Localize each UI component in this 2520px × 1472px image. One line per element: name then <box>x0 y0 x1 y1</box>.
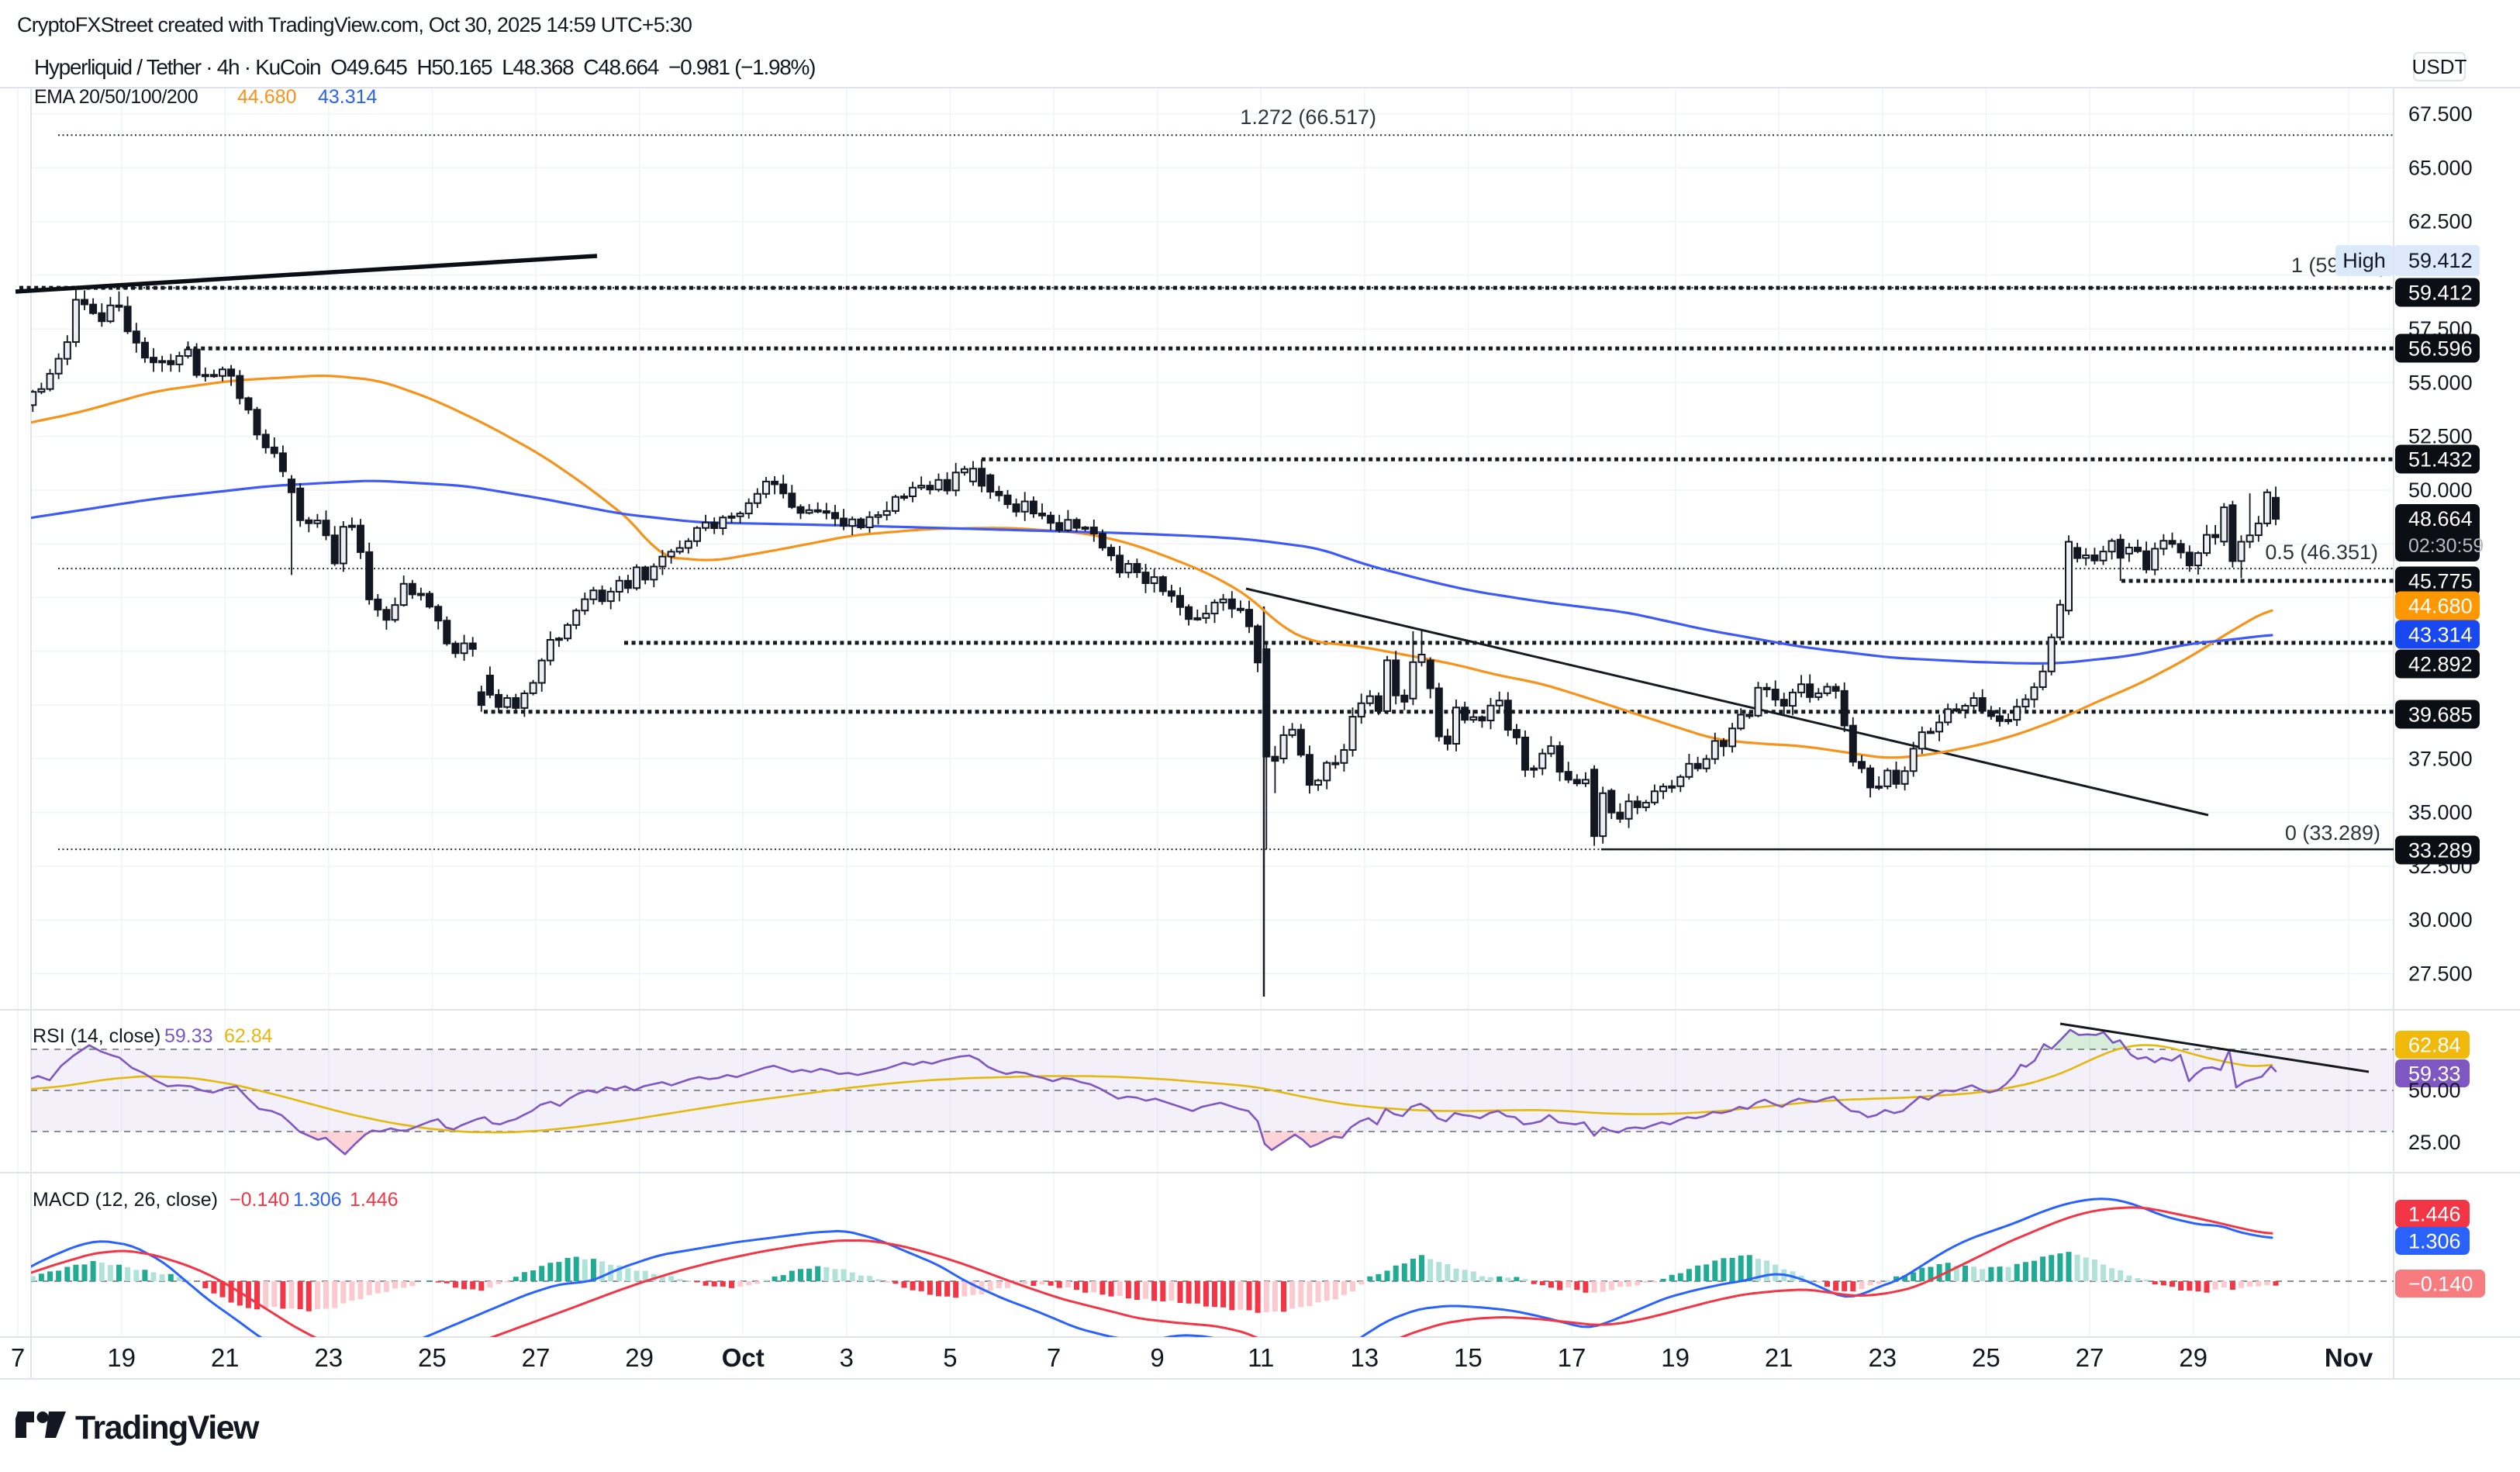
svg-text:29: 29 <box>625 1343 654 1372</box>
svg-text:Hyperliquid / Tether · 4h · Ku: Hyperliquid / Tether · 4h · KuCoin O49.6… <box>34 55 815 79</box>
svg-text:−0.140: −0.140 <box>230 1189 289 1211</box>
svg-text:1.446: 1.446 <box>350 1189 399 1211</box>
svg-text:45.775: 45.775 <box>2408 570 2473 593</box>
svg-text:44.680: 44.680 <box>237 86 296 108</box>
svg-text:35.000: 35.000 <box>2408 801 2473 824</box>
svg-text:CryptoFXStreet created with Tr: CryptoFXStreet created with TradingView.… <box>17 13 692 36</box>
svg-text:21: 21 <box>211 1343 240 1372</box>
svg-text:59.412: 59.412 <box>2408 249 2473 272</box>
svg-text:59.412: 59.412 <box>2408 282 2473 305</box>
svg-text:65.000: 65.000 <box>2408 156 2473 179</box>
svg-text:21: 21 <box>1765 1343 1793 1372</box>
svg-text:Oct: Oct <box>722 1343 765 1372</box>
svg-text:42.892: 42.892 <box>2408 653 2473 676</box>
svg-text:7: 7 <box>11 1343 25 1372</box>
svg-text:1.306: 1.306 <box>2408 1230 2461 1253</box>
svg-text:0 (33.289): 0 (33.289) <box>2285 821 2380 845</box>
svg-text:52.500: 52.500 <box>2408 425 2473 448</box>
svg-text:0.5 (46.351): 0.5 (46.351) <box>2265 541 2378 564</box>
svg-text:USDT: USDT <box>2412 55 2467 78</box>
svg-text:19: 19 <box>107 1343 136 1372</box>
svg-text:Nov: Nov <box>2325 1343 2373 1372</box>
svg-text:67.500: 67.500 <box>2408 102 2473 126</box>
svg-text:11: 11 <box>1248 1343 1274 1372</box>
svg-text:39.685: 39.685 <box>2408 703 2473 727</box>
svg-text:23: 23 <box>314 1343 343 1372</box>
svg-text:59.33: 59.33 <box>164 1025 213 1047</box>
svg-text:50.000: 50.000 <box>2408 479 2473 502</box>
svg-text:25: 25 <box>418 1343 447 1372</box>
svg-text:27: 27 <box>522 1343 551 1372</box>
svg-text:43.314: 43.314 <box>2408 624 2473 647</box>
svg-text:50.00: 50.00 <box>2408 1079 2461 1102</box>
svg-text:1.272 (66.517): 1.272 (66.517) <box>1240 105 1376 129</box>
svg-text:9: 9 <box>1150 1343 1164 1372</box>
svg-text:29: 29 <box>2179 1343 2208 1372</box>
svg-text:02:30:59: 02:30:59 <box>2408 535 2484 557</box>
svg-text:27.500: 27.500 <box>2408 962 2473 986</box>
svg-text:48.664: 48.664 <box>2408 507 2473 530</box>
svg-text:56.596: 56.596 <box>2408 337 2473 361</box>
svg-text:7: 7 <box>1047 1343 1061 1372</box>
svg-text:3: 3 <box>840 1343 854 1372</box>
svg-text:59.33: 59.33 <box>2408 1063 2461 1086</box>
svg-text:15: 15 <box>1454 1343 1483 1372</box>
svg-text:17: 17 <box>1558 1343 1586 1372</box>
svg-text:62.500: 62.500 <box>2408 210 2473 233</box>
svg-text:62.84: 62.84 <box>2408 1034 2461 1057</box>
svg-text:55.000: 55.000 <box>2408 371 2473 394</box>
svg-text:43.314: 43.314 <box>318 86 378 108</box>
svg-text:13: 13 <box>1350 1343 1379 1372</box>
svg-text:30.000: 30.000 <box>2408 908 2473 931</box>
svg-text:25.00: 25.00 <box>2408 1131 2461 1154</box>
svg-text:23: 23 <box>1868 1343 1897 1372</box>
svg-text:37.500: 37.500 <box>2408 747 2473 770</box>
svg-text:33.289: 33.289 <box>2408 839 2473 862</box>
svg-text:27: 27 <box>2076 1343 2104 1372</box>
svg-text:19: 19 <box>1661 1343 1690 1372</box>
svg-text:1.446: 1.446 <box>2408 1203 2461 1226</box>
svg-text:1.306: 1.306 <box>293 1189 342 1211</box>
svg-text:44.680: 44.680 <box>2408 595 2473 618</box>
svg-text:MACD (12, 26, close): MACD (12, 26, close) <box>33 1189 218 1211</box>
svg-text:62.84: 62.84 <box>224 1025 273 1047</box>
svg-text:51.432: 51.432 <box>2408 448 2473 472</box>
svg-text:High: High <box>2342 249 2386 272</box>
svg-text:TradingView: TradingView <box>75 1409 260 1446</box>
svg-text:5: 5 <box>943 1343 957 1372</box>
svg-text:RSI (14, close): RSI (14, close) <box>33 1025 161 1047</box>
svg-text:25: 25 <box>1972 1343 2000 1372</box>
svg-text:EMA 20/50/100/200: EMA 20/50/100/200 <box>34 86 198 108</box>
svg-text:−0.140: −0.140 <box>2408 1273 2473 1296</box>
